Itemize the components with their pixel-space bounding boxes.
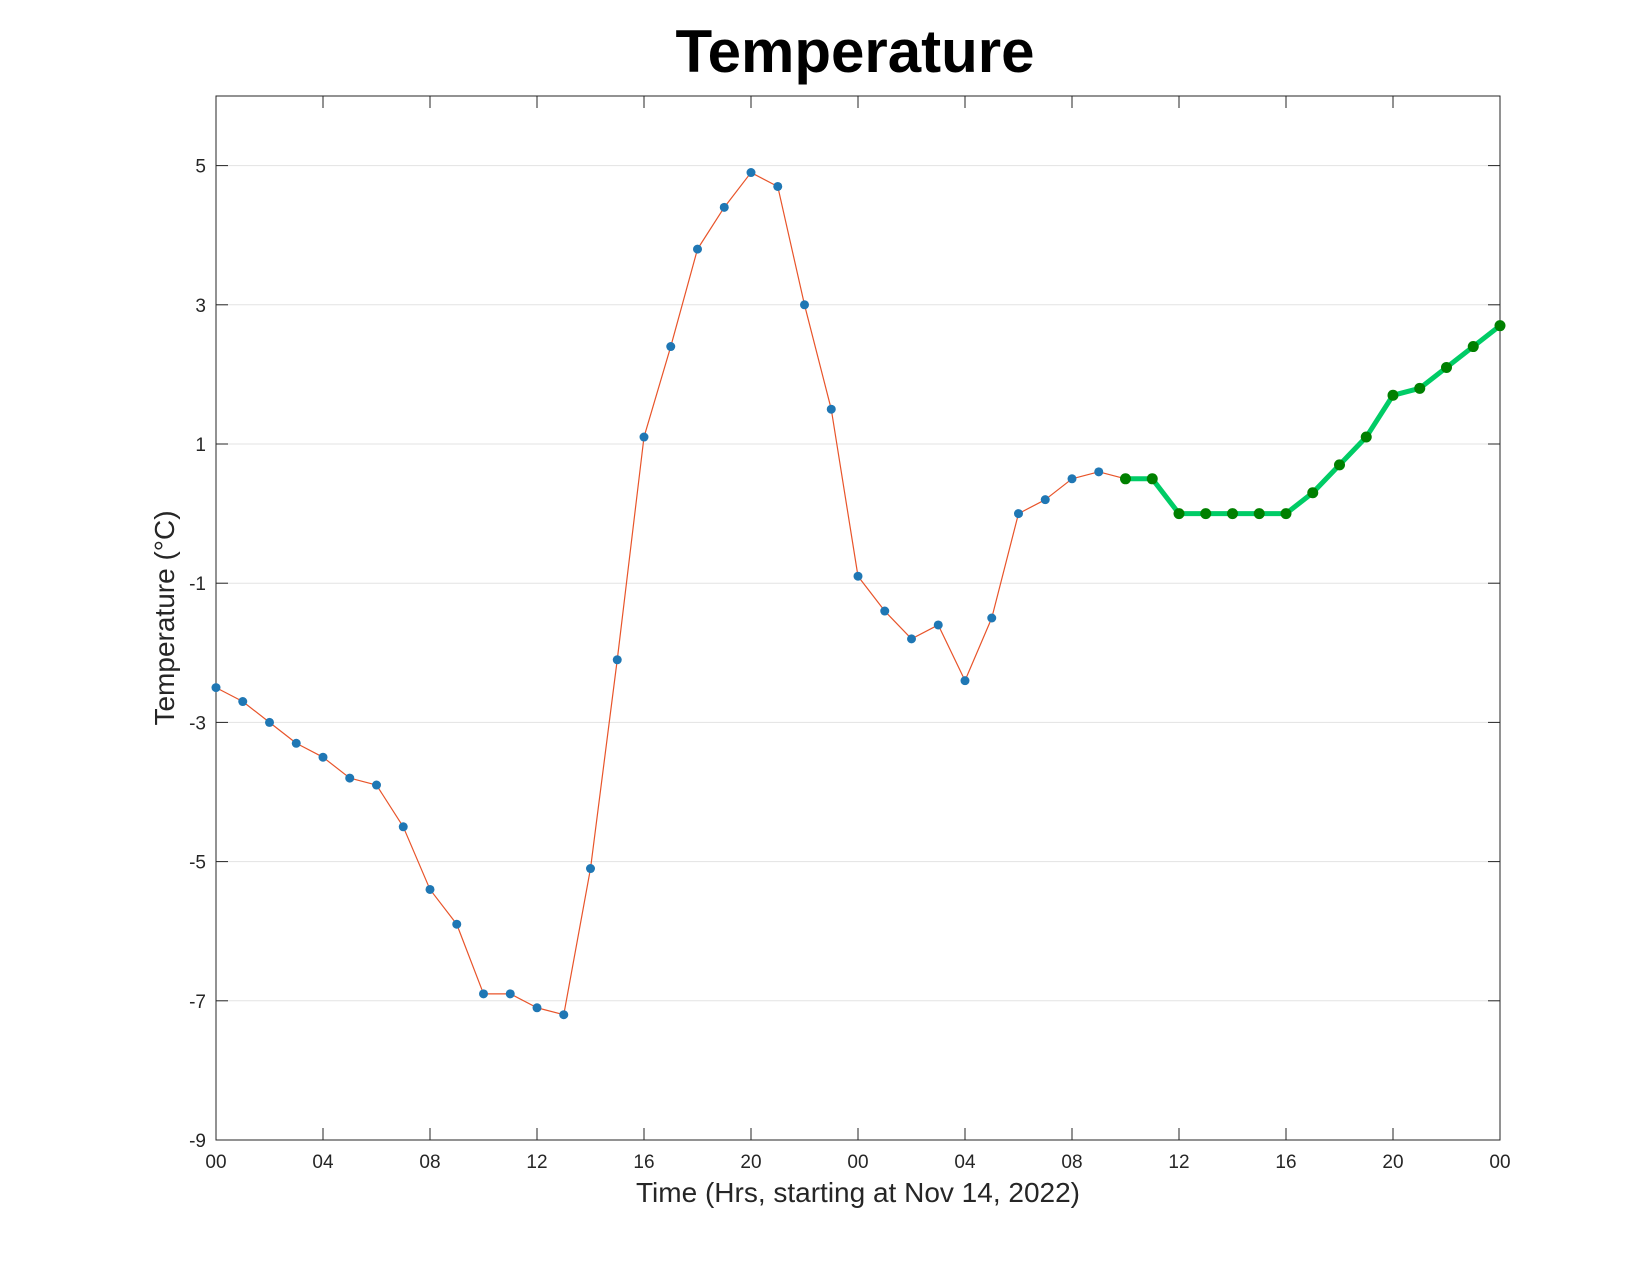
data-point [1387, 389, 1399, 401]
data-point [1414, 382, 1426, 394]
data-point [425, 884, 435, 894]
x-tick-label: 00 [847, 1152, 868, 1173]
data-point [987, 613, 997, 623]
data-point [907, 634, 916, 644]
data-point [1280, 508, 1292, 520]
y-tick-label: 1 [195, 435, 206, 456]
x-tick-labels: 00 04 08 12 16 20 00 04 08 12 16 20 00 [205, 1152, 1510, 1173]
data-point [1467, 341, 1479, 353]
data-point [479, 989, 488, 999]
data-point [1146, 473, 1158, 485]
x-tick-label: 00 [1489, 1152, 1510, 1173]
data-point [1067, 474, 1077, 484]
data-point [880, 606, 890, 616]
y-tick-label: -9 [189, 1131, 206, 1152]
data-point [639, 432, 649, 442]
data-point [1173, 508, 1185, 520]
data-point [773, 181, 783, 191]
data-point [1200, 508, 1212, 520]
data-point [612, 655, 622, 665]
data-point [853, 571, 863, 581]
data-point [800, 300, 809, 310]
data-point [372, 780, 381, 790]
x-tick-label: 20 [740, 1152, 761, 1173]
data-point [318, 752, 328, 762]
data-point [559, 1010, 569, 1020]
data-point [211, 683, 221, 693]
data-point [586, 864, 595, 874]
x-tick-label: 16 [1275, 1152, 1296, 1173]
data-point [960, 676, 970, 686]
x-tick-label: 00 [205, 1152, 226, 1173]
data-point [1441, 361, 1452, 373]
data-point [532, 1003, 542, 1013]
x-tick-label: 08 [1061, 1152, 1082, 1173]
x-tick-label: 12 [1168, 1152, 1189, 1173]
y-tick-label: -3 [189, 713, 206, 734]
y-tick-label: 5 [195, 157, 206, 178]
series-line-2 [1125, 323, 1502, 517]
x-tick-label: 04 [954, 1152, 976, 1173]
y-tick-label: -5 [189, 853, 206, 874]
data-point [1094, 467, 1104, 477]
plot-frame [215, 95, 1501, 1141]
tick-marks [215, 96, 1501, 1141]
data-point [1360, 431, 1372, 443]
y-tick-label: -7 [189, 992, 206, 1013]
y-axis-label: Temperature (°C) [149, 510, 180, 725]
data-point [746, 168, 756, 178]
data-point [1253, 508, 1265, 520]
data-point [505, 989, 515, 999]
data-series [211, 168, 1506, 1020]
data-point [1014, 509, 1023, 519]
data-point [666, 342, 676, 352]
data-point [291, 738, 301, 748]
data-point [1334, 459, 1345, 471]
data-point [693, 244, 702, 254]
x-tick-label: 08 [419, 1152, 440, 1173]
data-point [452, 919, 462, 929]
data-point [238, 697, 248, 707]
grid-lines [216, 165, 1500, 1002]
data-point [719, 202, 729, 212]
data-point [345, 773, 355, 783]
y-tick-label: 3 [195, 296, 206, 317]
y-tick-labels: -9 -7 -5 -3 -1 1 3 5 [189, 157, 206, 1152]
data-point [1307, 487, 1319, 499]
x-axis-label: Time (Hrs, starting at Nov 14, 2022) [636, 1177, 1080, 1208]
data-point [1120, 473, 1131, 485]
data-point [1040, 495, 1050, 505]
data-point [933, 620, 943, 630]
data-point [826, 404, 836, 414]
x-tick-label: 16 [633, 1152, 654, 1173]
x-tick-label: 12 [526, 1152, 547, 1173]
data-point [1494, 320, 1506, 332]
y-tick-label: -1 [189, 574, 206, 595]
chart-title: Temperature [675, 18, 1034, 85]
data-point [1227, 508, 1238, 520]
x-tick-label: 20 [1382, 1152, 1403, 1173]
series-line-1 [215, 171, 1126, 1016]
x-tick-label: 04 [312, 1152, 334, 1173]
data-point [398, 822, 408, 832]
data-point [265, 717, 274, 727]
